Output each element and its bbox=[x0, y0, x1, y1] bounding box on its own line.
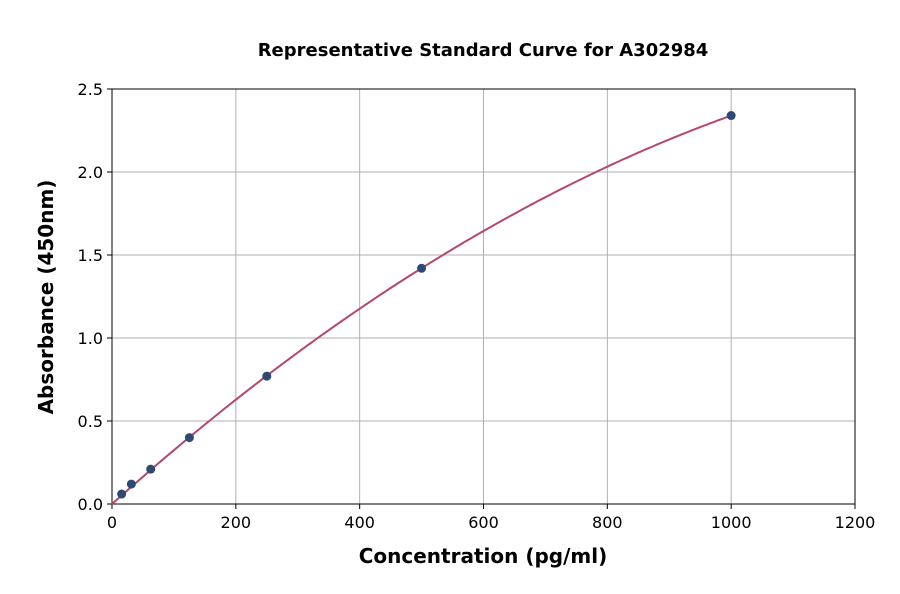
x-tick-label: 800 bbox=[592, 513, 623, 532]
y-tick-label: 2.5 bbox=[78, 80, 103, 99]
y-tick-label: 2.0 bbox=[78, 163, 103, 182]
grid bbox=[111, 88, 856, 505]
x-tick-label: 1200 bbox=[835, 513, 876, 532]
data-point bbox=[146, 464, 156, 474]
x-axis-label: Concentration (pg/ml) bbox=[359, 544, 608, 568]
data-point bbox=[184, 433, 194, 443]
y-tick-label: 1.5 bbox=[78, 246, 103, 265]
axis-ticks: 0 200 400 600 800 1000 1200 0.0 0.5 1.0 1.5 2.0 2.5 bbox=[78, 80, 876, 532]
x-tick-label: 400 bbox=[344, 513, 375, 532]
y-tick-label: 0.0 bbox=[78, 495, 103, 514]
data-points bbox=[117, 111, 736, 499]
x-tick-label: 600 bbox=[468, 513, 499, 532]
data-point bbox=[117, 489, 127, 499]
y-tick-label: 0.5 bbox=[78, 412, 103, 431]
fit-curve bbox=[111, 114, 732, 505]
data-point bbox=[726, 111, 736, 121]
data-point bbox=[126, 479, 136, 489]
data-point bbox=[417, 263, 427, 273]
y-tick-label: 1.0 bbox=[78, 329, 103, 348]
data-point bbox=[262, 371, 272, 381]
x-tick-label: 1000 bbox=[711, 513, 752, 532]
chart-title: Representative Standard Curve for A30298… bbox=[258, 40, 709, 61]
y-axis-label: Absorbance (450nm) bbox=[34, 180, 58, 415]
x-tick-label: 200 bbox=[221, 513, 252, 532]
x-tick-label: 0 bbox=[107, 513, 117, 532]
